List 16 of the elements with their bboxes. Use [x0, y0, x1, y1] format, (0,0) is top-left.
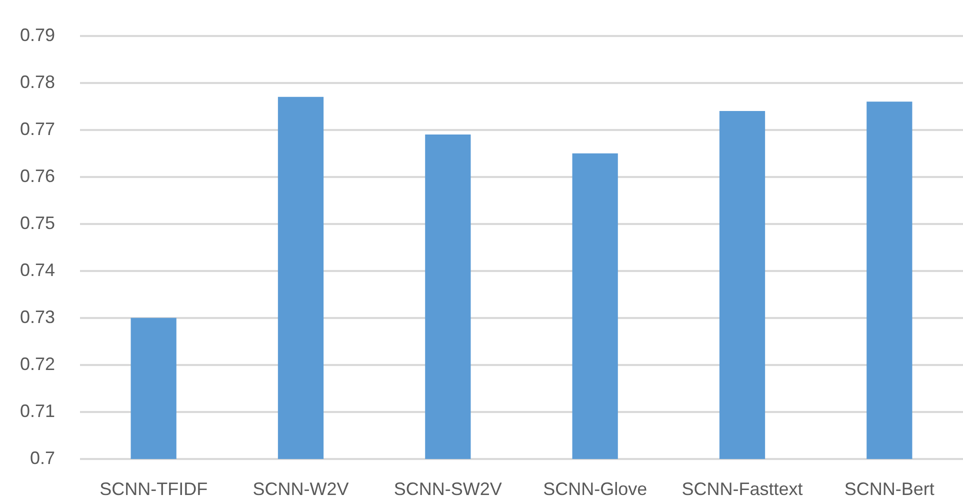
y-tick-label: 0.7 — [30, 448, 55, 468]
y-tick-label: 0.74 — [20, 260, 55, 280]
y-tick-label: 0.75 — [20, 212, 55, 233]
x-tick-label: SCNN-W2V — [252, 478, 349, 499]
y-tick-label: 0.73 — [20, 306, 55, 327]
x-tick-label: SCNN-Glove — [543, 478, 648, 499]
y-tick-label: 0.72 — [20, 354, 55, 374]
y-tick-label: 0.71 — [20, 400, 55, 421]
y-tick-label: 0.79 — [20, 24, 55, 45]
x-tick-label: SCNN-TFIDF — [100, 478, 208, 499]
y-tick-label: 0.76 — [20, 166, 55, 186]
y-tick-label: 0.78 — [20, 72, 55, 92]
x-tick-label: SCNN-SW2V — [394, 478, 502, 499]
x-tick-label: SCNN-Fasttext — [682, 478, 803, 499]
x-tick-label: SCNN-Bert — [844, 478, 934, 499]
y-tick-label: 0.77 — [20, 118, 55, 139]
